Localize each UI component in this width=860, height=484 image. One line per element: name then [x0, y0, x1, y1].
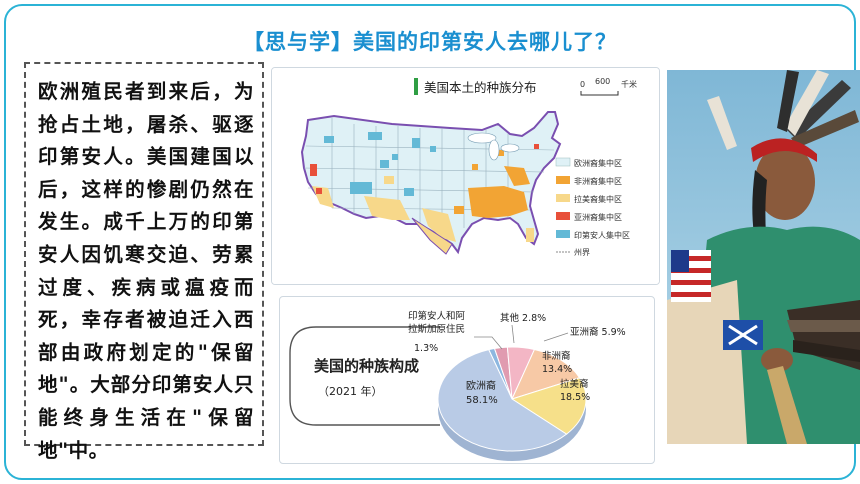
map-title-marker — [414, 78, 418, 95]
scale-zero: 0 — [580, 80, 585, 89]
fringe-strap — [767, 366, 807, 444]
face — [755, 144, 815, 220]
label-european: 欧洲裔 — [466, 379, 496, 392]
label-african-pct: 13.4% — [542, 364, 572, 375]
scale-bar — [580, 91, 619, 96]
hand — [761, 348, 793, 372]
body-text: 欧洲殖民者到来后，为抢占土地，屠杀、驱逐印第安人。美国建国以后，这样的惨剧仍然在… — [38, 80, 254, 462]
race-distribution-map: 美国本土的种族分布 0 600 千米 — [271, 67, 660, 285]
slide-title: 【思与学】美国的印第安人去哪儿了？ — [243, 30, 617, 54]
map-svg: 美国本土的种族分布 0 600 千米 — [272, 68, 659, 284]
feather-fan — [787, 300, 860, 370]
label-european-pct: 58.1% — [466, 395, 498, 406]
headband — [751, 138, 817, 162]
legend-european: 欧洲裔集中区 — [574, 158, 622, 168]
legend-latino: 拉美裔集中区 — [574, 194, 622, 204]
label-native-pct: 1.3% — [414, 343, 438, 354]
scale-value: 600 — [595, 77, 610, 86]
headdress — [707, 70, 859, 150]
legend-state-border: 州界 — [574, 248, 590, 257]
legend-asian: 亚洲裔集中区 — [574, 212, 622, 222]
pie-chart-svg: 美国的种族构成 （2021 年） 印第安人和阿 拉斯加原住民 1.3% 其他 2… — [289, 310, 626, 461]
label-asian: 亚洲裔 5.9% — [570, 326, 626, 338]
label-native-line2: 拉斯加原住民 — [408, 323, 465, 335]
scale-unit: 千米 — [621, 79, 637, 89]
pie-slice-0 — [437, 349, 568, 452]
leader-native — [474, 336, 503, 350]
pie-title: 美国的种族构成 — [314, 357, 419, 375]
legend-african: 非洲裔集中区 — [574, 176, 622, 186]
leader-asian — [543, 332, 569, 342]
pie-chart — [437, 346, 587, 461]
label-other: 其他 2.8% — [500, 312, 546, 324]
fringe-left — [667, 280, 747, 444]
label-latino: 拉美裔 — [560, 378, 589, 390]
pie-year: （2021 年） — [318, 384, 383, 398]
label-native-line1: 印第安人和阿 — [408, 310, 466, 322]
label-latino-pct: 18.5% — [560, 392, 590, 403]
map-title: 美国本土的种族分布 — [424, 80, 537, 95]
leader-other — [511, 324, 515, 344]
text-box: 欧洲殖民者到来后，为抢占土地，屠杀、驱逐印第安人。美国建国以后，这样的惨剧仍然在… — [24, 62, 264, 462]
legend-native: 印第安人集中区 — [574, 230, 630, 240]
label-african: 非洲裔 — [542, 350, 571, 362]
us-map — [300, 111, 562, 255]
flag-patch — [671, 250, 711, 302]
pie-slice-1 — [510, 377, 587, 435]
native-american-photo — [667, 70, 860, 444]
race-composition-card: 美国的种族构成 （2021 年） 印第安人和阿 拉斯加原住民 1.3% 其他 2… — [279, 296, 655, 464]
title-bracket — [289, 326, 440, 426]
map-legend: 欧洲裔集中区 非洲裔集中区 拉美裔集中区 亚洲裔集中区 印第安人集中区 州界 — [555, 157, 630, 257]
pie-slice-2 — [511, 348, 581, 400]
